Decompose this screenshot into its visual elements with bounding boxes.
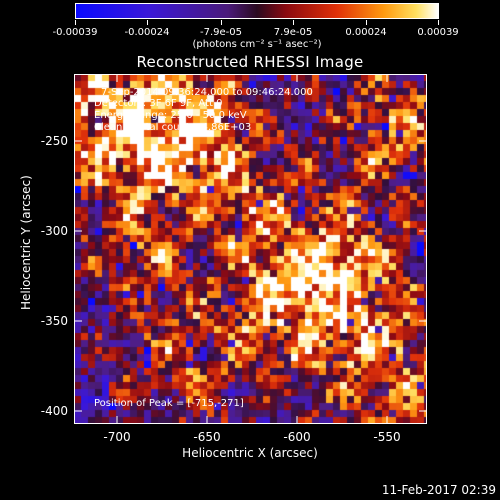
colorbar-tick [221, 20, 222, 25]
colorbar [75, 3, 439, 19]
x-tick-label: -650 [193, 430, 221, 444]
y-axis-label: Heliocentric Y (arcsec) [19, 175, 33, 310]
peak-annotation: Position of Peak = [-715,-271] [94, 398, 244, 409]
colorbar-tick [147, 20, 148, 25]
colorbar-tick-label: -0.00024 [124, 27, 170, 38]
y-tick-label: -400 [40, 404, 68, 418]
time-range-annotation: 7-Sep-2014 09:36:24.000 to 09:46:24.000 [101, 87, 313, 98]
colorbar-tick-label: -0.00039 [52, 27, 98, 38]
method-annotation: Clean Total counts: 4.86E+03 [94, 122, 252, 133]
colorbar-units: (photons cm⁻² s⁻¹ asec⁻²) [192, 39, 322, 50]
image-title: Reconstructed RHESSI Image [136, 53, 364, 71]
detectors-annotation: Detectors: 3F 6F 9F, Att 0 [94, 98, 223, 109]
colorbar-tick [438, 20, 439, 25]
colorbar-tick-label: -7.9e-05 [200, 27, 242, 38]
x-tick-label: -550 [373, 430, 401, 444]
y-tick-label: -350 [40, 314, 68, 328]
colorbar-tick-label: 0.00039 [417, 27, 459, 38]
x-tick-label: -700 [103, 430, 131, 444]
y-tick-label: -250 [40, 134, 68, 148]
energy-annotation: Energy Range: 25.0 - 50.0 keV [94, 110, 247, 121]
colorbar-tick-label: 0.00024 [345, 27, 387, 38]
x-tick-label: -600 [283, 430, 311, 444]
rhessi-image [74, 74, 427, 424]
colorbar-tick [75, 20, 76, 25]
y-tick-label: -300 [40, 224, 68, 238]
colorbar-tick-label: 7.9e-05 [273, 27, 313, 38]
x-axis-label: Heliocentric X (arcsec) [182, 446, 318, 460]
colorbar-tick [366, 20, 367, 25]
colorbar-tick [293, 20, 294, 25]
timestamp: 11-Feb-2017 02:39 [381, 483, 496, 497]
